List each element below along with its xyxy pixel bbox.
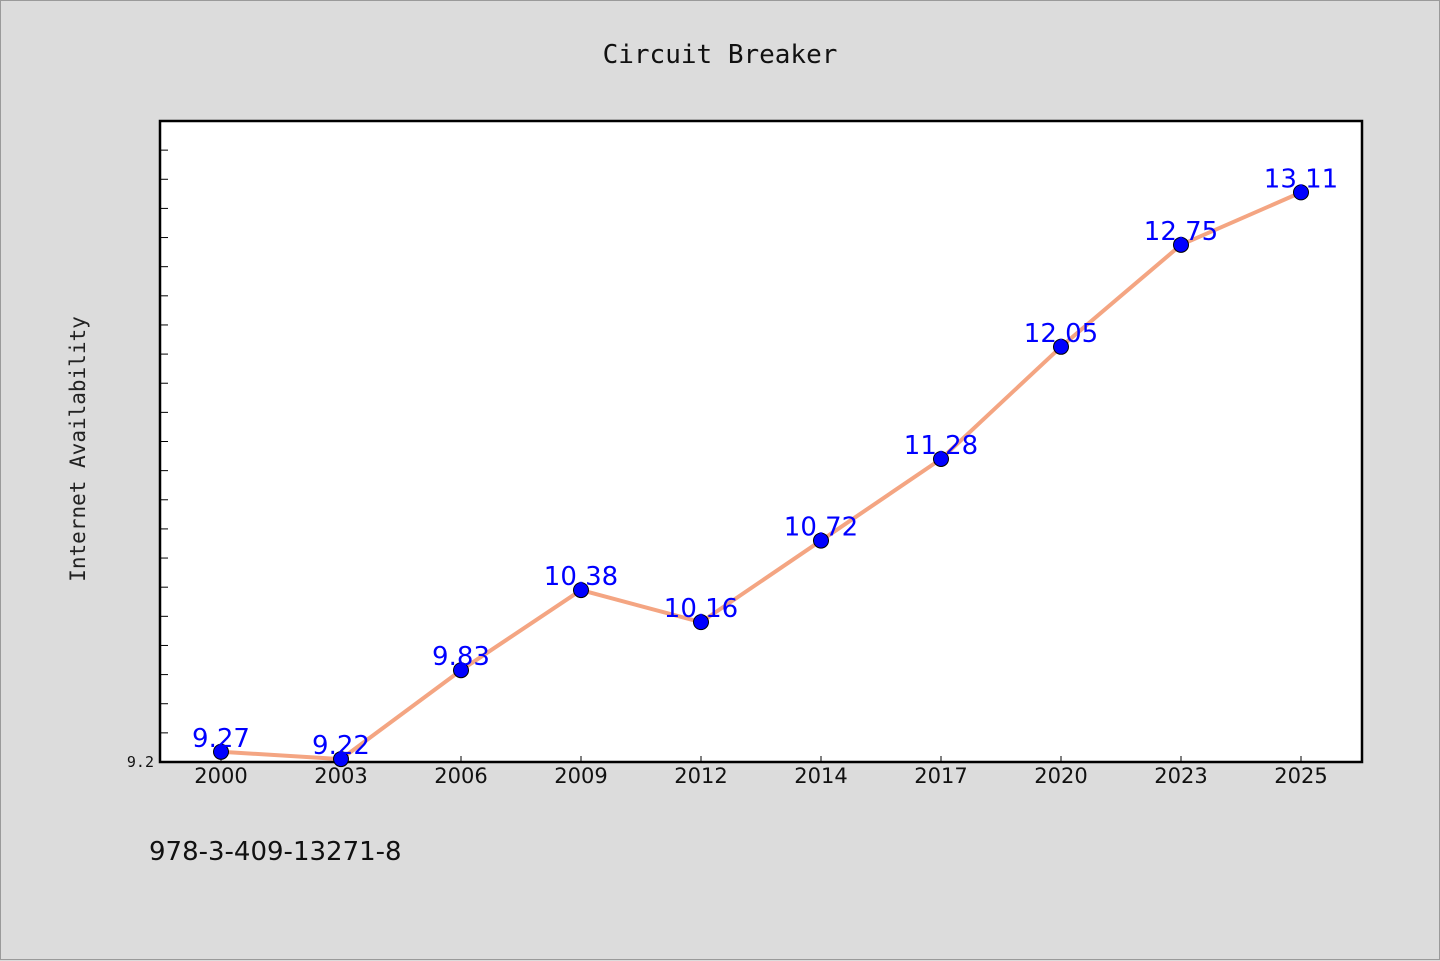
data-label: 9.27: [192, 724, 250, 754]
data-label: 9.83: [432, 642, 490, 672]
x-tick-label: 2009: [554, 764, 607, 788]
x-tick-label: 2023: [1154, 764, 1207, 788]
y-axis-ticks: 9.2: [127, 120, 168, 771]
x-tick-label: 2003: [314, 764, 367, 788]
data-point: [693, 614, 709, 631]
x-tick-label: 2020: [1034, 764, 1087, 788]
x-tick-label: 2006: [434, 764, 487, 788]
data-label: 12.75: [1144, 217, 1218, 247]
data-point: [933, 450, 949, 467]
x-tick-label: 2012: [674, 764, 727, 788]
data-point: [333, 751, 349, 768]
data-label: 10.72: [784, 513, 858, 543]
data-label: 9.22: [312, 731, 370, 761]
data-point: [573, 582, 589, 599]
data-label: 12.05: [1024, 319, 1098, 349]
data-label: 11.28: [904, 431, 978, 461]
footer-note: 978-3-409-13271-8: [149, 837, 402, 867]
chart-title: Circuit Breaker: [603, 40, 838, 70]
data-label: 10.38: [544, 562, 618, 592]
data-point: [213, 743, 229, 760]
data-label: 13.11: [1264, 164, 1338, 194]
data-point: [1173, 236, 1189, 253]
x-tick-label: 2000: [194, 764, 247, 788]
y-tick-label: 9.2: [127, 753, 154, 771]
x-axis-ticks: 2000 2003 2006 2009 2012 2014 2017 2020 2023 2025: [194, 756, 1328, 788]
plot-area: [158, 119, 1364, 764]
data-point: [453, 662, 469, 679]
x-tick-label: 2025: [1274, 764, 1327, 788]
data-label: 10.16: [664, 594, 738, 624]
y-axis-label: Internet Availability: [66, 316, 90, 582]
data-point: [813, 532, 829, 549]
series-line: [219, 190, 1303, 762]
x-tick-label: 2014: [794, 764, 847, 788]
data-point: [1293, 184, 1309, 201]
x-tick-label: 2017: [914, 764, 967, 788]
series-layer: 9.27 9.22 9.83 10.38 10.16 10.72 11.28 12.05 12.…: [192, 164, 1338, 768]
data-point: [1053, 338, 1069, 355]
